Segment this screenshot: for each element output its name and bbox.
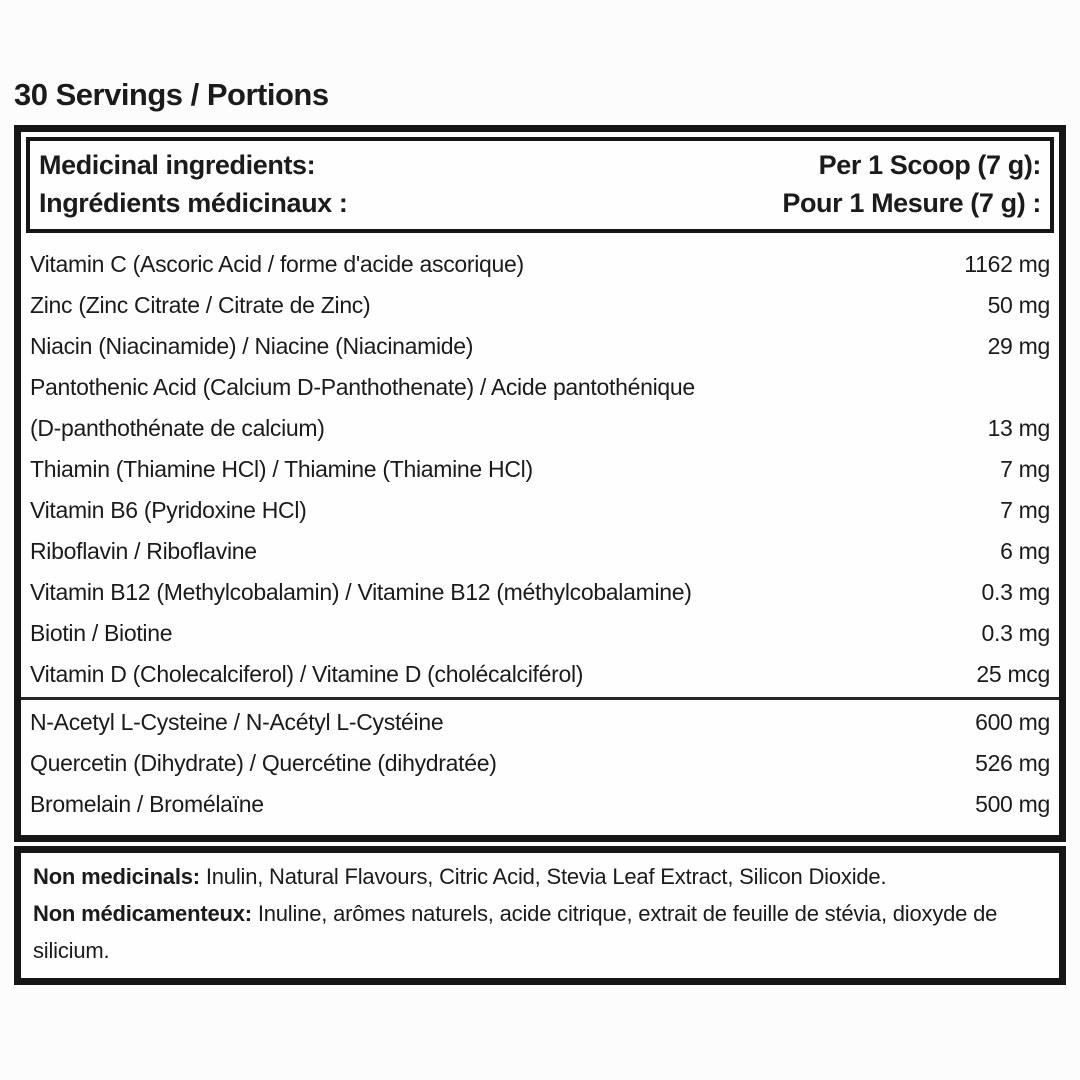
ingredient-amount: 7 mg (1000, 497, 1050, 523)
ingredient-name: Zinc (Zinc Citrate / Citrate de Zinc) (30, 292, 371, 318)
header-ingredients-label: Medicinal ingredients: Ingrédients médic… (39, 146, 348, 222)
header-ingredients-fr: Ingrédients médicinaux : (39, 188, 348, 218)
ingredient-name: Niacin (Niacinamide) / Niacine (Niacinam… (30, 333, 474, 359)
ingredient-row: (D-panthothénate de calcium) 13 mg (30, 408, 1050, 449)
ingredient-amount: 526 mg (975, 750, 1050, 776)
ingredient-row: N-Acetyl L-Cysteine / N-Acétyl L-Cystéin… (30, 702, 1050, 743)
ingredient-row: Vitamin B6 (Pyridoxine HCl) 7 mg (30, 490, 1050, 531)
non-medicinals-en-label: Non medicinals: (33, 864, 200, 889)
ingredient-name: (D-panthothénate de calcium) (30, 415, 325, 441)
ingredient-row: Niacin (Niacinamide) / Niacine (Niacinam… (30, 326, 1050, 367)
ingredients-rows: Vitamin C (Ascoric Acid / forme d'acide … (21, 238, 1059, 835)
non-medicinals-en: Non medicinals: Inulin, Natural Flavours… (33, 858, 1047, 895)
ingredient-row: Pantothenic Acid (Calcium D-Panthothenat… (30, 367, 1050, 408)
ingredient-name: Vitamin C (Ascoric Acid / forme d'acide … (30, 251, 524, 277)
ingredient-amount: 0.3 mg (981, 620, 1050, 646)
supplement-label: 30 Servings / Portions Medicinal ingredi… (14, 77, 1066, 985)
panel-header: Medicinal ingredients: Ingrédients médic… (26, 137, 1054, 233)
ingredient-row: Quercetin (Dihydrate) / Quercétine (dihy… (30, 743, 1050, 784)
ingredient-name: Pantothenic Acid (Calcium D-Panthothenat… (30, 374, 695, 400)
servings-title: 30 Servings / Portions (14, 77, 329, 112)
ingredient-amount: 50 mg (987, 292, 1051, 318)
non-medicinals-fr-text: Inuline, arômes naturels, acide citrique… (33, 901, 998, 963)
ingredient-row: Vitamin C (Ascoric Acid / forme d'acide … (30, 244, 1050, 285)
header-serving-size-en: Per 1 Scoop (7 g): (818, 150, 1042, 180)
ingredient-amount: 6 mg (1000, 538, 1050, 564)
non-medicinals-panel: Non medicinals: Inulin, Natural Flavours… (14, 846, 1066, 985)
header-ingredients-en: Medicinal ingredients: (39, 150, 316, 180)
ingredient-amount: 1162 mg (964, 251, 1050, 277)
ingredient-name: Biotin / Biotine (30, 620, 173, 646)
ingredient-name: Vitamin B12 (Methylcobalamin) / Vitamine… (30, 579, 692, 605)
header-serving-size-fr: Pour 1 Mesure (7 g) : (782, 188, 1041, 218)
ingredient-amount: 29 mg (987, 333, 1051, 359)
ingredient-name: Vitamin B6 (Pyridoxine HCl) (30, 497, 307, 523)
ingredient-name: Bromelain / Bromélaïne (30, 791, 264, 817)
ingredient-amount: 25 mcg (976, 661, 1050, 687)
ingredient-row: Vitamin D (Cholecalciferol) / Vitamine D… (30, 654, 1050, 695)
ingredient-row: Zinc (Zinc Citrate / Citrate de Zinc) 50 … (30, 285, 1050, 326)
ingredient-name: Vitamin D (Cholecalciferol) / Vitamine D… (30, 661, 584, 687)
medicinal-ingredients-panel: Medicinal ingredients: Ingrédients médic… (14, 125, 1066, 842)
header-serving-size-label: Per 1 Scoop (7 g): Pour 1 Mesure (7 g) : (782, 146, 1041, 222)
non-medicinals-fr-label: Non médicamenteux: (33, 901, 252, 926)
ingredient-row: Vitamin B12 (Methylcobalamin) / Vitamine… (30, 572, 1050, 613)
ingredient-amount: 0.3 mg (981, 579, 1050, 605)
ingredient-name: Quercetin (Dihydrate) / Quercétine (dihy… (30, 750, 497, 776)
non-medicinals-fr: Non médicamenteux: Inuline, arômes natur… (33, 895, 1047, 969)
ingredient-name: Thiamin (Thiamine HCl) / Thiamine (Thiam… (30, 456, 533, 482)
ingredient-amount: 600 mg (975, 709, 1050, 735)
ingredient-row: Riboflavin / Riboflavine 6 mg (30, 531, 1050, 572)
ingredient-amount: 13 mg (987, 415, 1051, 441)
ingredient-amount: 500 mg (975, 791, 1050, 817)
ingredient-name: N-Acetyl L-Cysteine / N-Acétyl L-Cystéin… (30, 709, 444, 735)
ingredient-row: Bromelain / Bromélaïne 500 mg (30, 784, 1050, 825)
non-medicinals-en-text: Inulin, Natural Flavours, Citric Acid, S… (199, 864, 887, 889)
section-divider (21, 697, 1059, 700)
ingredient-name: Riboflavin / Riboflavine (30, 538, 257, 564)
ingredient-row: Biotin / Biotine 0.3 mg (30, 613, 1050, 654)
ingredient-row: Thiamin (Thiamine HCl) / Thiamine (Thiam… (30, 449, 1050, 490)
ingredient-amount: 7 mg (1000, 456, 1050, 482)
ingredient-amount (1026, 367, 1050, 408)
